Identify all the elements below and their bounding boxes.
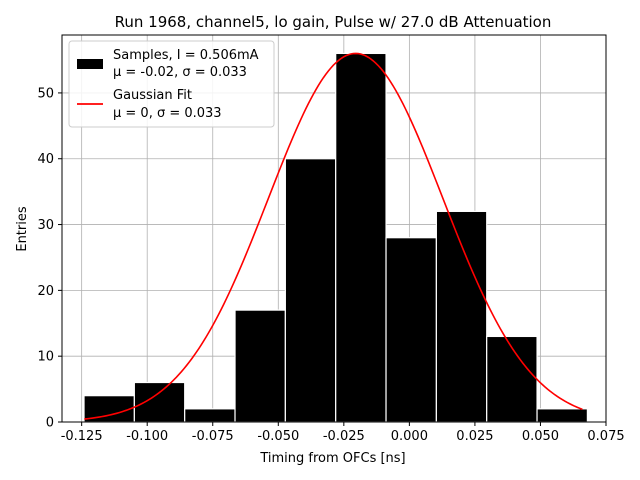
histogram-bar: [234, 309, 286, 423]
y-tick-label: 20: [37, 284, 54, 299]
y-axis-label: Entries: [15, 206, 30, 252]
gaussian-fit-line: [84, 52, 583, 420]
x-axis-label: Timing from OFCs [ns]: [259, 451, 405, 466]
histogram-bar: [335, 52, 387, 423]
x-tick-label: -0.125: [61, 429, 103, 444]
y-tick-label: 0: [46, 416, 54, 431]
legend-stats-fit: μ = 0, σ = 0.033: [113, 106, 222, 121]
x-tick-label: -0.050: [257, 429, 299, 444]
x-tick-label: -0.075: [192, 429, 234, 444]
x-tick-label: -0.100: [126, 429, 168, 444]
y-axis-ticks: 0 10 20 30 40 50: [37, 86, 62, 431]
legend-label-fit: Gaussian Fit: [113, 88, 192, 103]
x-axis-ticks: -0.125 -0.100 -0.075 -0.050 -0.025 0.000 0.025…: [61, 422, 625, 444]
histogram-bar: [486, 335, 538, 423]
histogram-bar: [536, 408, 588, 423]
y-tick-label: 40: [37, 152, 54, 167]
histogram-bar: [133, 381, 186, 423]
plot-frame: [61, 34, 607, 423]
legend: Samples, I = 0.506mA μ = -0.02, σ = 0.03…: [68, 40, 275, 128]
histogram-bar: [385, 237, 437, 423]
legend-stats-samples: μ = -0.02, σ = 0.033: [113, 65, 247, 80]
histogram-bar: [435, 210, 488, 423]
x-tick-label: 0.025: [456, 429, 493, 444]
histogram-bars: [83, 52, 588, 423]
y-tick-label: 10: [37, 350, 54, 365]
legend-label-samples: Samples, I = 0.506mA: [113, 48, 259, 63]
x-tick-label: 0.050: [522, 429, 559, 444]
histogram-bar: [284, 158, 337, 423]
x-tick-label: -0.025: [323, 429, 365, 444]
chart-title: Run 1968, channel5, lo gain, Pulse w/ 27…: [115, 13, 552, 31]
histogram-bar: [184, 408, 236, 423]
legend-swatch-samples: [77, 59, 103, 69]
x-tick-label: 0.000: [391, 429, 428, 444]
x-tick-label: 0.075: [587, 429, 624, 444]
legend-box: [68, 40, 275, 128]
y-tick-label: 50: [37, 86, 54, 101]
y-tick-label: 30: [37, 218, 54, 233]
gaussian-fit-layer: [84, 52, 583, 420]
